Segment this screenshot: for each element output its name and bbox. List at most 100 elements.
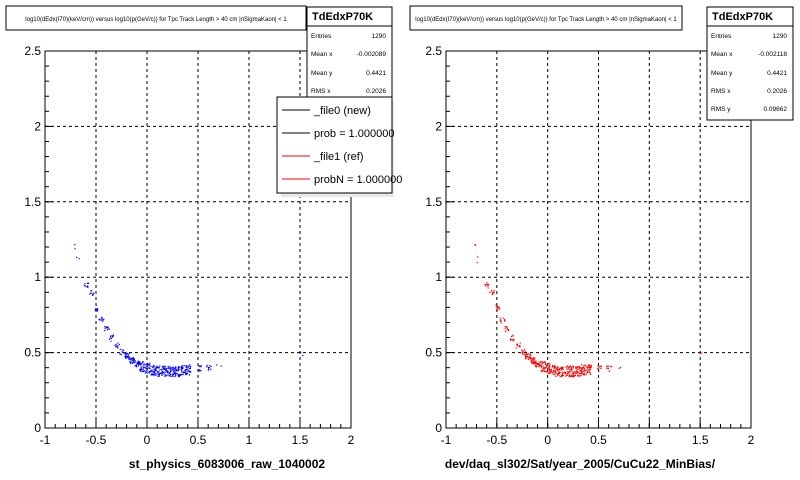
stats-value: 0.09662 [764, 106, 788, 113]
scatter-point [584, 374, 586, 376]
scatter-point [188, 374, 190, 376]
scatter-point [607, 367, 609, 369]
scatter-point [543, 367, 545, 369]
scatter-point [153, 369, 155, 371]
stats-label: Mean x [311, 51, 333, 58]
scatter-point [512, 334, 514, 336]
scatter-point [158, 375, 160, 377]
scatter-point [162, 370, 164, 373]
scatter-point [534, 357, 536, 359]
scatter-point [531, 362, 533, 365]
scatter-point [570, 375, 572, 377]
scatter-point [529, 354, 531, 356]
y-tick-label: 0 [435, 421, 442, 435]
scatter-point [535, 363, 538, 365]
scatter-point [587, 364, 589, 366]
scatter-point [156, 365, 158, 367]
scatter-point [189, 367, 191, 369]
chart-title: log10(dEdx(I70)(keV/cm)) versus log10(p(… [25, 17, 287, 23]
scatter-point [131, 360, 133, 362]
scatter-point [115, 346, 117, 348]
scatter-point [153, 367, 155, 369]
y-tick-label: 2 [34, 119, 41, 133]
stats-value: -0.002089 [357, 51, 387, 58]
scatter-point [134, 360, 136, 362]
scatter-point [102, 319, 104, 321]
scatter-point [513, 338, 515, 340]
scatter-point [497, 306, 499, 309]
scatter-point [541, 363, 543, 365]
scatter-point [586, 366, 588, 368]
scatter-point [583, 370, 585, 372]
scatter-point [540, 371, 542, 373]
scatter-point [107, 326, 109, 328]
scatter-point [162, 371, 165, 373]
scatter-point [530, 357, 532, 359]
scatter-point [179, 374, 181, 376]
scatter-point [581, 364, 583, 366]
scatter-point [581, 367, 584, 369]
scatter-point [564, 375, 567, 377]
scatter-point [124, 353, 127, 355]
scatter-point [526, 356, 529, 358]
scatter-point [554, 366, 556, 368]
scatter-point [90, 292, 92, 294]
scatter-point [185, 368, 187, 371]
scatter-point [573, 375, 576, 377]
scatter-point [172, 368, 174, 370]
scatter-point [167, 374, 169, 376]
scatter-point [568, 368, 570, 371]
scatter-point [540, 365, 542, 367]
scatter-point [564, 372, 566, 374]
scatter-point [574, 371, 576, 373]
scatter-point [535, 364, 537, 367]
scatter-point [146, 372, 148, 374]
scatter-point [580, 374, 582, 377]
scatter-point [527, 353, 529, 355]
scatter-point [574, 374, 576, 376]
scatter-point [97, 308, 99, 310]
scatter-point [173, 370, 175, 372]
scatter-point [558, 375, 560, 377]
scatter-point [560, 368, 562, 370]
scatter-point [498, 307, 500, 309]
scatter-point [200, 366, 202, 368]
scatter-point [485, 285, 487, 287]
scatter-point [101, 318, 103, 320]
scatter-point [181, 367, 183, 369]
scatter-point [156, 367, 158, 369]
scatter-point [175, 370, 177, 372]
scatter-point [167, 365, 169, 367]
scatter-point [162, 365, 164, 367]
scatter-point [185, 365, 187, 367]
scatter-point [170, 367, 172, 369]
scatter-point [552, 373, 554, 375]
scatter-point [554, 374, 556, 376]
scatter-point [575, 367, 577, 369]
scatter-point [101, 316, 103, 318]
scatter-point [184, 372, 186, 374]
scatter-point [492, 290, 494, 292]
scatter-point [578, 368, 580, 370]
scatter-point [182, 372, 184, 374]
scatter-point [536, 363, 539, 365]
scatter-point [561, 375, 563, 377]
scatter-point [506, 327, 508, 329]
scatter-point [566, 368, 568, 370]
scatter-point [86, 282, 89, 284]
scatter-point [562, 372, 564, 374]
scatter-point [186, 367, 188, 369]
scatter-point [553, 370, 555, 372]
scatter-point [579, 367, 581, 369]
scatter-point [190, 371, 192, 373]
scatter-point [158, 367, 160, 369]
scatter-point [158, 367, 160, 369]
scatter-point [550, 369, 552, 371]
scatter-point [175, 372, 177, 374]
scatter-point [607, 365, 609, 367]
scatter-point [567, 366, 569, 368]
scatter-point [532, 360, 534, 362]
scatter-point [582, 374, 584, 376]
scatter-point [180, 366, 182, 368]
